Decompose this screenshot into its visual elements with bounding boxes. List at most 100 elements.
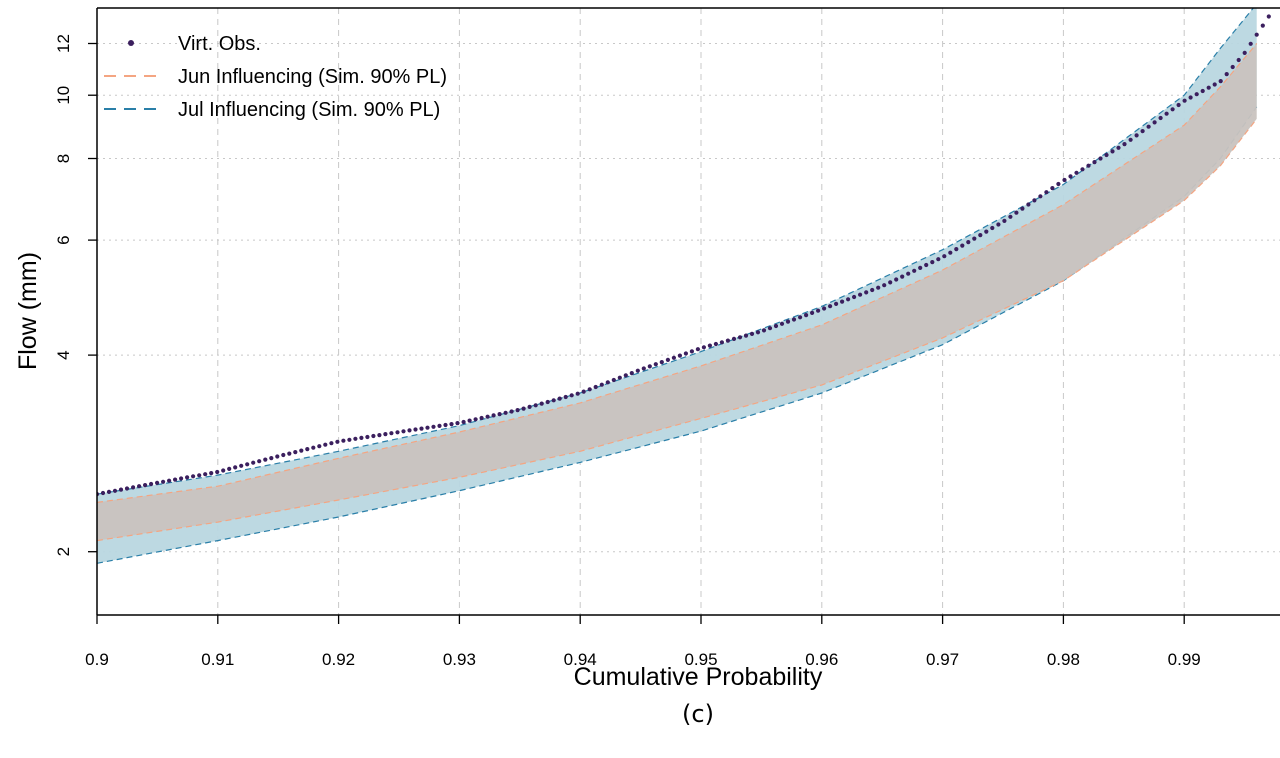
obs-point bbox=[281, 452, 286, 458]
obs-point bbox=[629, 371, 634, 376]
obs-point bbox=[329, 441, 334, 446]
x-axis-title: Cumulative Probability bbox=[574, 663, 823, 691]
bands bbox=[97, 8, 1258, 564]
obs-point bbox=[185, 475, 190, 480]
obs-point bbox=[389, 431, 394, 436]
obs-point bbox=[635, 368, 640, 373]
obs-point bbox=[299, 448, 304, 453]
obs-point bbox=[1098, 156, 1103, 161]
band-upper-jun bbox=[97, 43, 1258, 503]
obs-point bbox=[1002, 218, 1007, 223]
x-tick-label-1: 0.91 bbox=[201, 650, 234, 669]
obs-point bbox=[713, 341, 719, 347]
x-tick-label-9: 0.99 bbox=[1168, 650, 1201, 669]
obs-point bbox=[1182, 98, 1187, 103]
obs-point bbox=[1152, 120, 1157, 125]
obs-point bbox=[167, 478, 172, 483]
legend-label-jun: Jun Influencing (Sim. 90% PL) bbox=[178, 66, 447, 88]
obs-point bbox=[1260, 23, 1265, 28]
obs-point bbox=[810, 310, 815, 315]
obs-point bbox=[804, 313, 809, 318]
obs-point bbox=[118, 487, 124, 492]
obs-point bbox=[467, 418, 472, 423]
panel-label: (c) bbox=[682, 700, 714, 728]
obs-point bbox=[1062, 177, 1067, 183]
obs-point bbox=[870, 287, 875, 293]
obs-point bbox=[1146, 124, 1151, 129]
obs-point bbox=[972, 236, 977, 241]
obs-point bbox=[1038, 194, 1043, 199]
obs-point bbox=[221, 468, 226, 473]
obs-point bbox=[143, 483, 148, 488]
obs-point bbox=[503, 410, 508, 415]
obs-point bbox=[1122, 142, 1127, 147]
obs-point bbox=[749, 331, 755, 336]
obs-point bbox=[593, 384, 598, 390]
obs-point bbox=[533, 403, 538, 408]
obs-point bbox=[353, 436, 358, 441]
obs-point bbox=[924, 262, 929, 268]
obs-point bbox=[1242, 50, 1247, 56]
obs-point bbox=[725, 338, 731, 343]
obs-point bbox=[1266, 14, 1271, 19]
obs-point bbox=[1056, 181, 1061, 187]
obs-point bbox=[365, 434, 370, 440]
obs-point bbox=[251, 460, 256, 465]
obs-point bbox=[1020, 206, 1025, 211]
obs-point bbox=[1158, 115, 1163, 121]
obs-point bbox=[1254, 32, 1259, 37]
obs-point bbox=[1008, 214, 1013, 219]
obs-point bbox=[623, 373, 628, 378]
y-tick-label-2: 6 bbox=[54, 235, 73, 244]
obs-point bbox=[485, 414, 490, 419]
obs-point bbox=[449, 422, 454, 427]
obs-point bbox=[1140, 129, 1145, 134]
obs-point bbox=[545, 399, 550, 405]
obs-point bbox=[900, 274, 905, 279]
band-upper-jul bbox=[97, 8, 1255, 495]
obs-point bbox=[707, 343, 713, 348]
y-tick-label-4: 10 bbox=[54, 86, 73, 105]
obs-point bbox=[683, 351, 689, 356]
obs-point bbox=[1080, 167, 1085, 172]
obs-point bbox=[1128, 137, 1133, 142]
obs-point bbox=[882, 283, 887, 288]
obs-point bbox=[677, 353, 683, 358]
obs-point bbox=[755, 330, 761, 335]
obs-point bbox=[1212, 82, 1217, 87]
obs-point bbox=[491, 413, 496, 418]
legend-label-obs: Virt. Obs. bbox=[178, 33, 261, 55]
band-fill-jun bbox=[97, 43, 1257, 541]
x-ticks: 0.9 0.91 0.92 0.93 0.94 0.95 0.96 0.97 0.98 0.99 bbox=[85, 615, 1201, 669]
obs-point bbox=[743, 333, 749, 338]
obs-point bbox=[227, 466, 232, 471]
obs-point bbox=[894, 277, 899, 282]
x-tick-label-0: 0.9 bbox=[85, 650, 109, 669]
obs-point bbox=[984, 229, 989, 234]
obs-point bbox=[581, 389, 586, 394]
obs-point bbox=[293, 450, 298, 455]
obs-point bbox=[816, 308, 821, 313]
obs-point bbox=[822, 306, 827, 311]
obs-point bbox=[587, 387, 592, 392]
obs-point bbox=[647, 364, 652, 369]
obs-point bbox=[936, 257, 941, 262]
obs-point bbox=[395, 430, 400, 435]
obs-point bbox=[665, 357, 671, 362]
obs-point bbox=[239, 463, 244, 468]
obs-point bbox=[269, 456, 274, 461]
obs-point bbox=[719, 340, 725, 345]
obs-point bbox=[641, 366, 646, 371]
obs-point bbox=[605, 380, 610, 385]
obs-point bbox=[215, 469, 220, 475]
obs-point bbox=[419, 426, 424, 431]
obs-point bbox=[124, 486, 130, 491]
obs-point bbox=[876, 285, 881, 290]
x-tick-label-6: 0.96 bbox=[805, 650, 838, 669]
y-tick-label-3: 8 bbox=[54, 154, 73, 163]
obs-point bbox=[275, 454, 280, 459]
obs-point bbox=[966, 240, 971, 245]
obs-point bbox=[791, 317, 797, 322]
obs-point bbox=[359, 435, 364, 440]
obs-point bbox=[653, 362, 658, 367]
